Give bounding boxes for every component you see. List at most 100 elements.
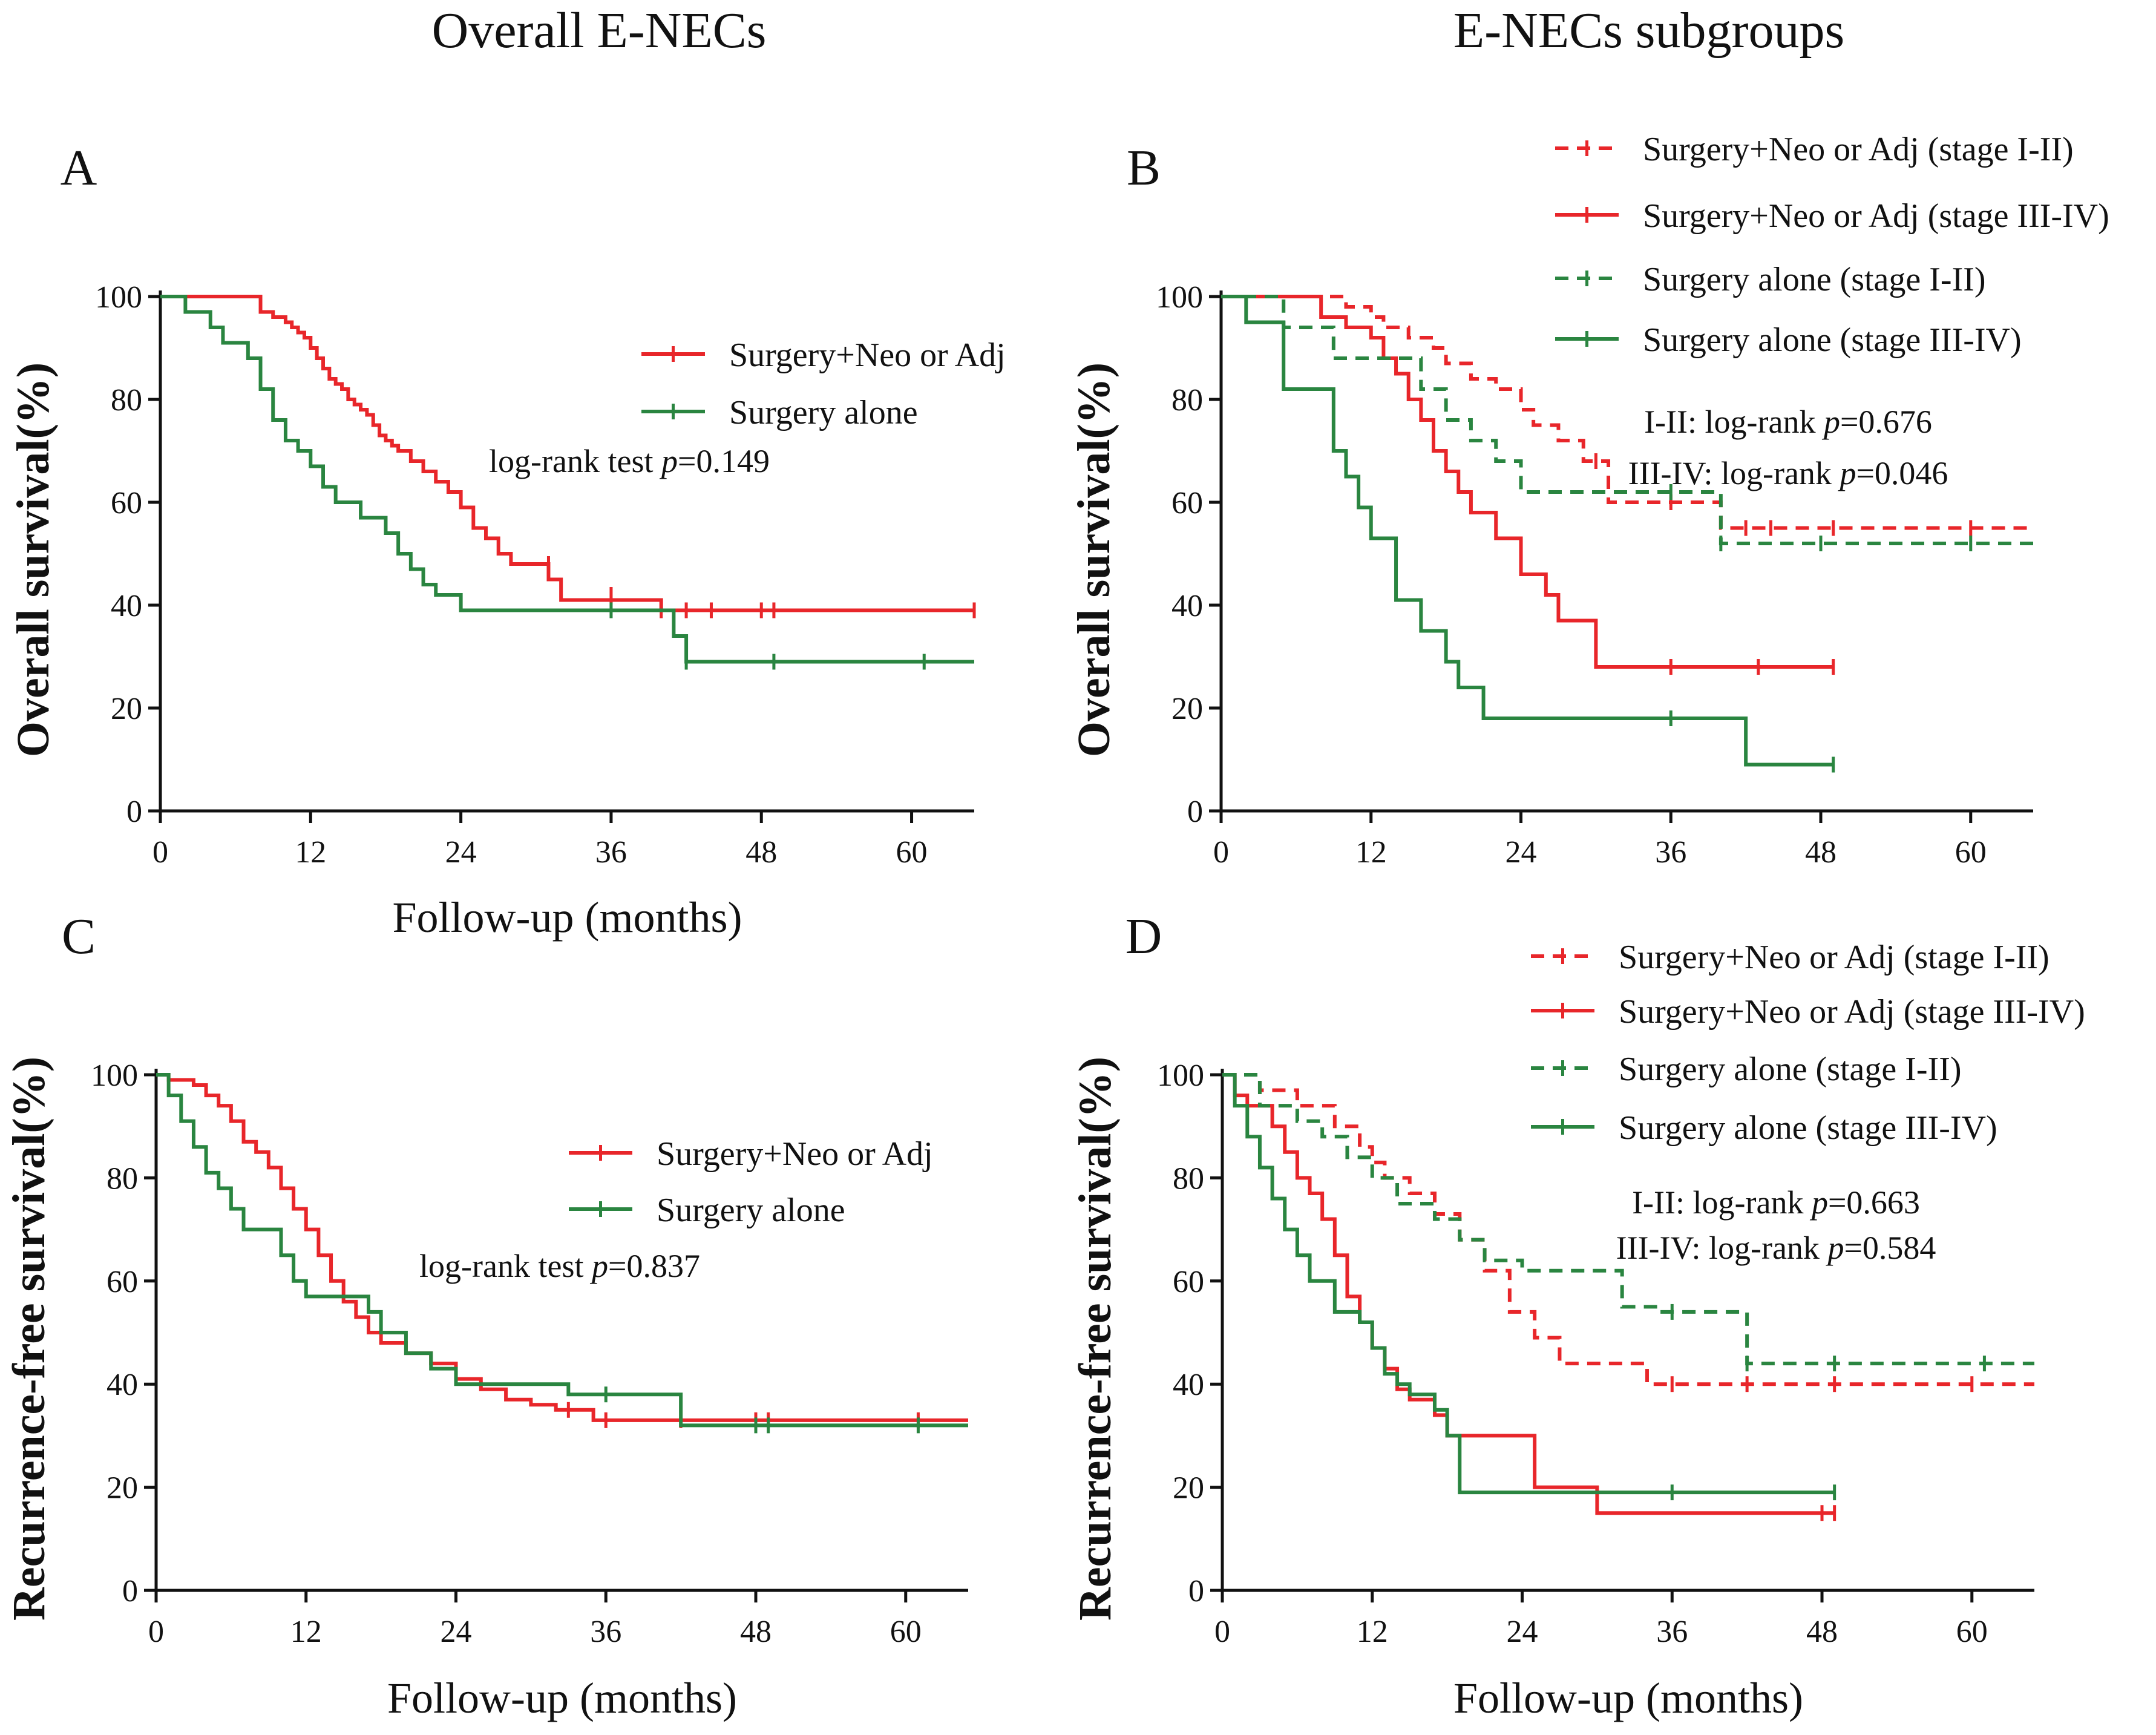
x-tick-label: 24 [1507,1615,1538,1649]
p-value-number: =0.046 [1856,455,1948,491]
y-tick-label: 20 [111,692,142,726]
p-value-symbol: p [659,443,678,479]
p-value-symbol: p [1809,1184,1828,1221]
p-value-prefix: III-IV: log-rank [1616,1230,1828,1266]
legend-label-2: Surgery alone [729,394,918,431]
km-curve-1 [156,1073,968,1422]
km-curve-1 [1222,1073,2034,1386]
x-tick-label: 24 [441,1615,472,1649]
x-tick-label: 12 [1357,1615,1388,1649]
p-value-symbol: p [589,1248,608,1284]
km-curve-2 [156,1073,968,1428]
y-axis-label: Overall survival(%) [8,362,59,757]
km-curve-4 [1222,1073,1835,1495]
km-curve-1 [1221,295,2033,530]
y-tick-label: 0 [1187,795,1203,829]
p-value-number: =0.663 [1828,1184,1920,1221]
legend-label-2: Surgery+Neo or Adj (stage III-IV) [1643,197,2109,235]
x-tick-label: 48 [1806,1615,1838,1649]
p-value-annotation: log-rank test p=0.149 [489,443,770,479]
right-column-title: E-NECs subgroups [1453,2,1844,59]
x-tick-label: 12 [295,835,326,870]
y-tick-label: 100 [1157,1058,1204,1093]
legend-label-1: Surgery+Neo or Adj [729,336,1006,374]
x-axis-label: Follow-up (months) [1453,1674,1803,1722]
y-tick-label: 60 [1173,1265,1204,1299]
x-tick-label: 36 [1655,835,1686,870]
y-axis-label: Recurrence-free survival(%) [4,1057,54,1621]
p-value-prefix: I-II: log-rank [1644,404,1824,440]
km-curve-4 [1221,295,1833,767]
panel-a: A 0 20 40 60 80 100 0 12 24 36 48 60 Follow-up (month… [8,140,1006,942]
y-axis-label: Recurrence-free survival(%) [1070,1057,1121,1621]
y-tick-label: 80 [1173,1161,1204,1196]
x-tick-label: 36 [1656,1615,1688,1649]
p-value-number: =0.676 [1840,404,1932,440]
x-tick-label: 36 [590,1615,621,1649]
legend-label-2: Surgery alone [657,1192,845,1229]
x-tick-label: 60 [890,1615,922,1649]
p-value-symbol: p [1821,404,1840,440]
x-tick-label: 60 [1956,1615,1988,1649]
panel-label: A [61,140,97,196]
y-tick-label: 60 [106,1265,138,1299]
km-curve-1 [160,295,974,612]
y-tick-label: 60 [111,486,142,520]
panel-b: B 0 20 40 60 80 100 0 12 24 36 48 60 Overall survival… [1069,131,2109,870]
y-axis-label: Overall survival(%) [1069,362,1119,757]
x-tick-label: 0 [1213,835,1229,870]
legend-label-4: Surgery alone (stage III-IV) [1619,1109,1997,1147]
x-tick-label: 0 [148,1615,164,1649]
p-value-annotation: III-IV: log-rank p=0.584 [1616,1230,1936,1266]
x-tick-label: 48 [745,835,777,870]
x-tick-label: 12 [1355,835,1387,870]
p-value-number: =0.584 [1844,1230,1936,1266]
x-tick-label: 24 [445,835,477,870]
x-tick-label: 24 [1506,835,1537,870]
panel-d: D 0 20 40 60 80 100 0 12 24 36 48 60 Follow-up (month… [1070,908,2085,1722]
y-tick-label: 80 [111,383,142,418]
x-tick-label: 12 [290,1615,322,1649]
km-curve-2 [160,295,974,664]
y-tick-label: 80 [1171,383,1203,418]
legend-label-3: Surgery alone (stage I-II) [1643,261,1986,298]
x-axis-label: Follow-up (months) [392,893,742,942]
p-value-number: =0.837 [608,1248,700,1284]
panel-label: B [1127,140,1161,196]
x-tick-label: 60 [896,835,928,870]
y-tick-label: 40 [1171,589,1203,623]
x-tick-label: 0 [1214,1615,1230,1649]
left-column-title: Overall E-NECs [432,2,767,59]
p-value-annotation: log-rank test p=0.837 [419,1248,700,1284]
y-tick-label: 0 [1188,1574,1204,1609]
p-value-symbol: p [1837,455,1856,491]
y-tick-label: 20 [1173,1471,1204,1506]
y-tick-label: 40 [1173,1368,1204,1402]
p-value-prefix: I-II: log-rank [1632,1184,1812,1221]
x-tick-label: 0 [152,835,168,870]
y-tick-label: 100 [1156,280,1203,315]
y-tick-label: 0 [126,795,142,829]
panel-c: C 0 20 40 60 80 100 0 12 24 36 48 60 Follow-up (month… [4,908,968,1722]
y-tick-label: 40 [111,589,142,623]
p-value-symbol: p [1825,1230,1844,1266]
y-tick-label: 20 [106,1471,138,1506]
p-value-prefix: log-rank test [489,443,661,479]
x-tick-label: 60 [1955,835,1987,870]
panel-label: C [62,908,96,965]
x-axis-label: Follow-up (months) [387,1674,737,1722]
y-tick-label: 100 [95,280,142,315]
p-value-number: =0.149 [678,443,770,479]
km-curve-2 [1221,295,1833,669]
km-curve-3 [1222,1073,2034,1366]
y-tick-label: 0 [122,1574,138,1609]
p-value-annotation: I-II: log-rank p=0.676 [1644,404,1932,440]
panels-group: A 0 20 40 60 80 100 0 12 24 36 48 60 Follow-up (month… [4,131,2109,1722]
x-tick-label: 48 [740,1615,772,1649]
y-tick-label: 60 [1171,486,1203,520]
legend-label-1: Surgery+Neo or Adj [657,1135,933,1173]
p-value-prefix: III-IV: log-rank [1628,455,1840,491]
y-tick-label: 40 [106,1368,138,1402]
legend-label-4: Surgery alone (stage III-IV) [1643,321,2022,359]
